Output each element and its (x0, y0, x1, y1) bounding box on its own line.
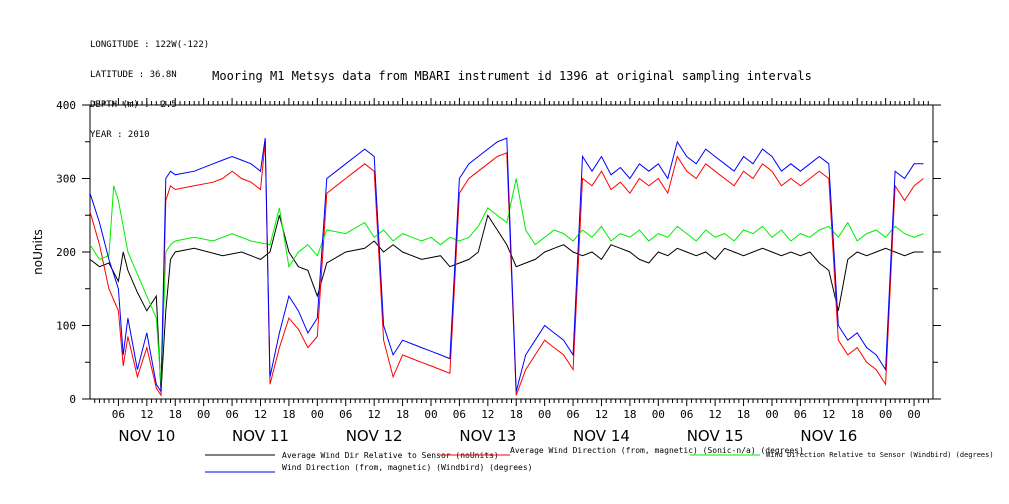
x-tick-label: 12 (709, 408, 722, 421)
x-tick-label: 18 (623, 408, 636, 421)
legend-label-3: Wind Direction (from, magnetic) (Windbir… (282, 463, 532, 472)
x-tick-label: 00 (907, 408, 920, 421)
series-layer (89, 137, 924, 397)
x-tick-label: 18 (851, 408, 864, 421)
date-label: NOV 14 (573, 427, 630, 445)
x-tick-label: 12 (595, 408, 608, 421)
series-line-3 (89, 137, 924, 394)
x-tick-label: 18 (396, 408, 409, 421)
x-tick-label: 06 (680, 408, 693, 421)
x-tick-label: 06 (794, 408, 807, 421)
x-tick-label: 06 (112, 408, 125, 421)
date-label: NOV 15 (687, 427, 744, 445)
x-tick-label: 12 (481, 408, 494, 421)
x-tick-label: 12 (140, 408, 153, 421)
y-axis-label: noUnits (31, 229, 45, 275)
series-line-0 (89, 214, 924, 392)
x-tick-label: 00 (538, 408, 551, 421)
legend-label-0: Average Wind Dir Relative to Sensor (noU… (282, 451, 499, 460)
y-tick-label: 400 (56, 99, 76, 112)
x-tick-label: 06 (339, 408, 352, 421)
chart-title: Mooring M1 Metsys data from MBARI instru… (212, 69, 812, 83)
series-line-1 (89, 141, 924, 397)
y-axis-ticks: 0 100 200 300 400 (56, 99, 941, 406)
x-tick-label: 06 (225, 408, 238, 421)
x-tick-label: 12 (822, 408, 835, 421)
x-tick-label: 00 (424, 408, 437, 421)
legend-label-1: Average Wind Direction (from, magnetic) … (510, 446, 804, 455)
date-label: NOV 13 (459, 427, 516, 445)
x-tick-label: 00 (652, 408, 665, 421)
x-tick-label: 12 (254, 408, 267, 421)
x-tick-label: 12 (368, 408, 381, 421)
x-tick-label: 00 (197, 408, 210, 421)
y-tick-label: 0 (69, 393, 76, 406)
x-tick-label: 00 (311, 408, 324, 421)
date-label: NOV 12 (346, 427, 403, 445)
x-tick-label: 18 (169, 408, 182, 421)
x-tick-label: 06 (453, 408, 466, 421)
date-label: NOV 16 (800, 427, 857, 445)
x-tick-label: 00 (879, 408, 892, 421)
y-tick-label: 200 (56, 246, 76, 259)
x-tick-label: 18 (737, 408, 750, 421)
year-text: YEAR : 2010 (90, 130, 150, 140)
y-tick-label: 100 (56, 320, 76, 333)
x-axis-ticks: 06 12 18 00 06 12 18 00 06 12 18 00 06 12 18 00 06 12 18 00… (94, 98, 929, 445)
date-label: NOV 11 (232, 427, 289, 445)
x-tick-label: 18 (282, 408, 295, 421)
x-tick-label: 18 (510, 408, 523, 421)
date-label: NOV 10 (118, 427, 175, 445)
legend-label-2: Wind Direction Relative to Sensor (Windb… (766, 451, 994, 459)
latitude-text: LATITUDE : 36.8N (90, 70, 177, 80)
x-tick-label: 06 (566, 408, 579, 421)
longitude-text: LONGITUDE : 122W(-122) (90, 40, 210, 50)
legend: Average Wind Dir Relative to Sensor (noU… (205, 446, 994, 473)
y-tick-label: 300 (56, 173, 76, 186)
series-line-2 (89, 178, 924, 385)
x-tick-label: 00 (765, 408, 778, 421)
